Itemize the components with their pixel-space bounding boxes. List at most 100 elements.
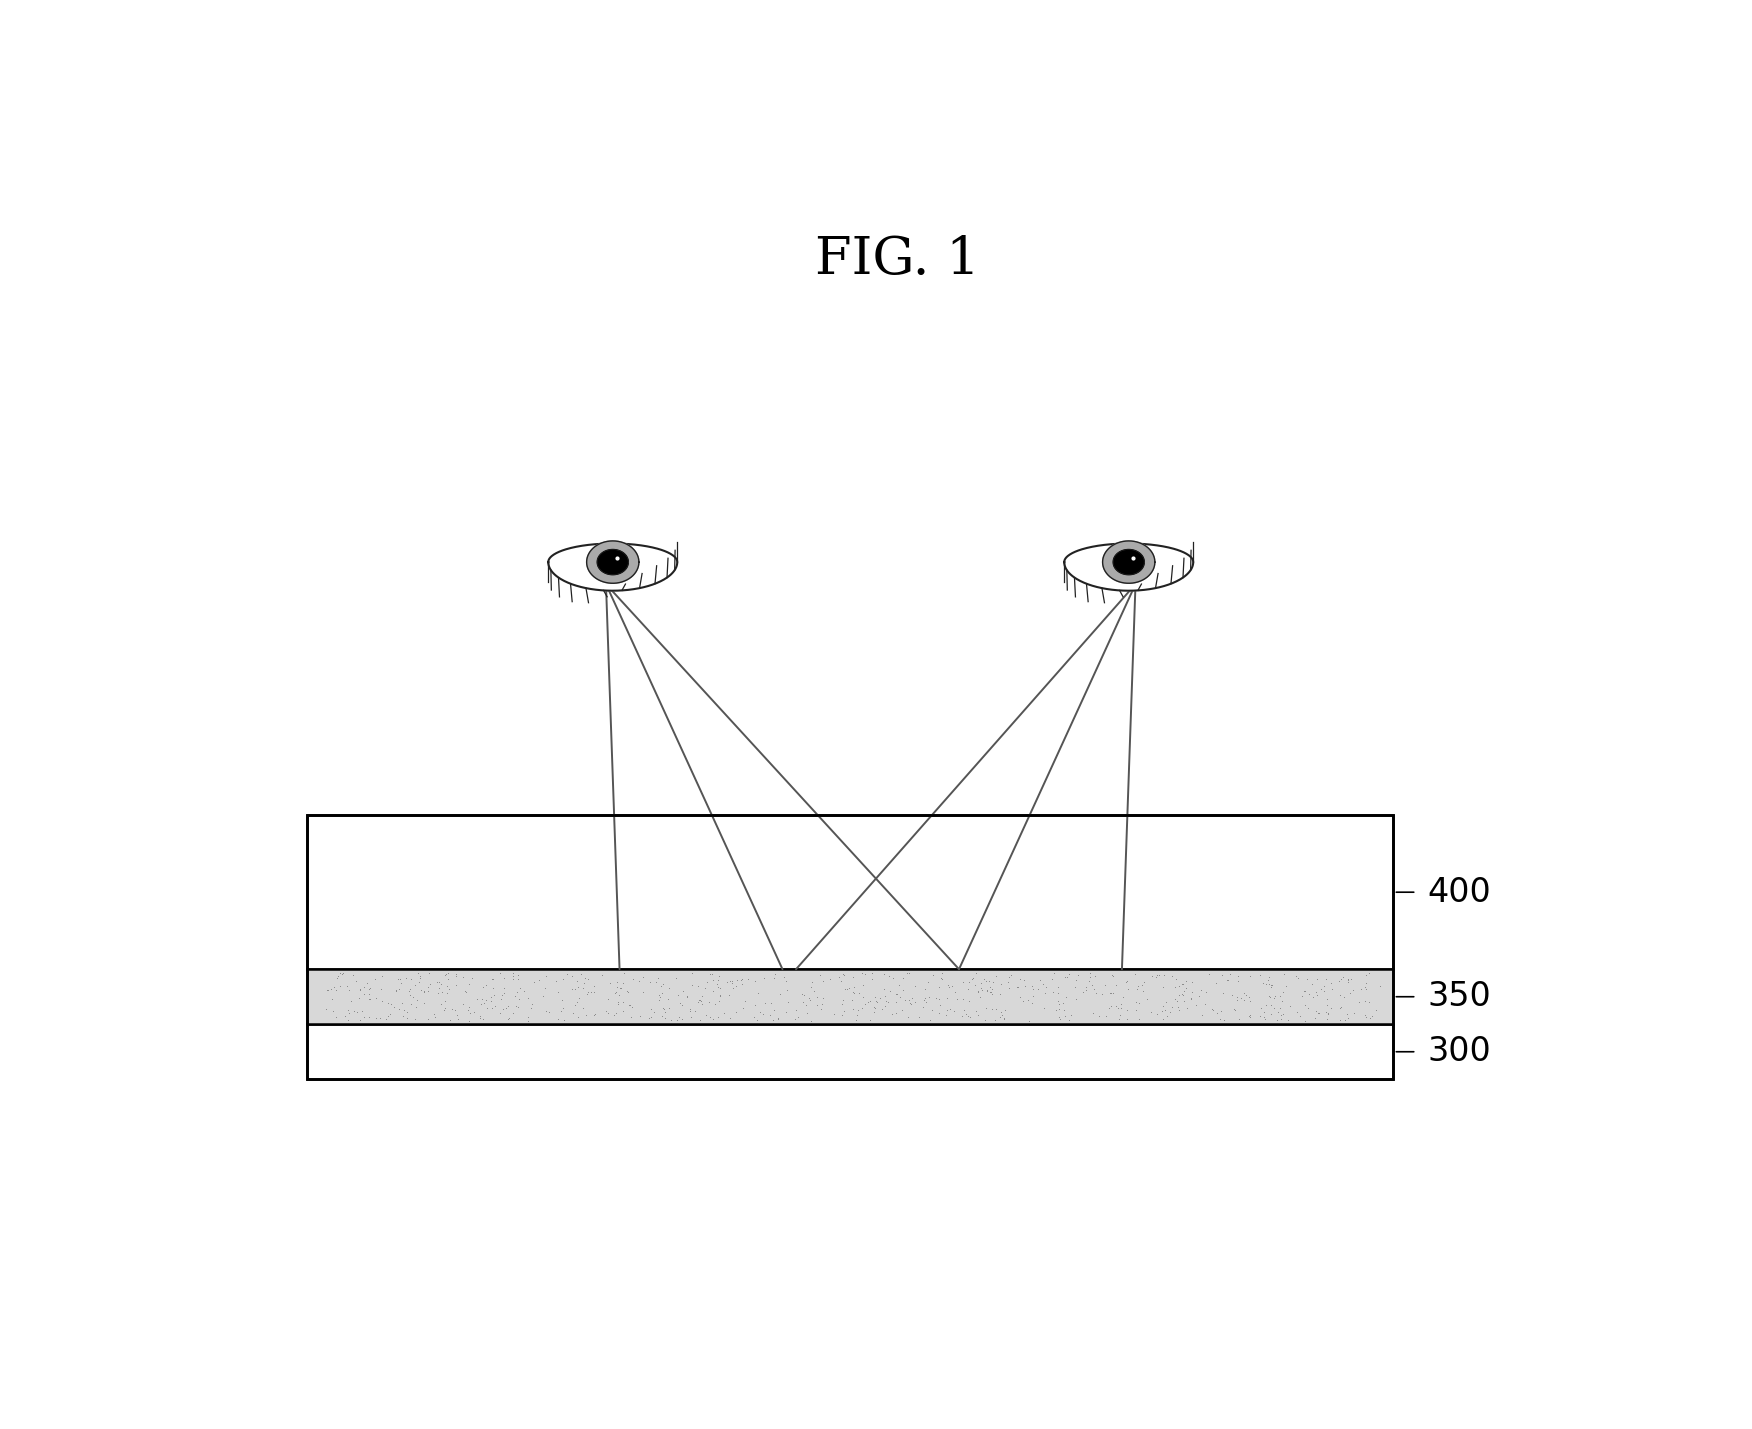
Point [848,962,876,985]
Point [604,990,632,1013]
Point [848,997,876,1020]
Point [1260,996,1288,1019]
Point [692,977,720,1000]
Point [668,993,696,1016]
Point [596,972,624,995]
Point [976,976,1004,999]
Point [958,967,986,990]
Point [413,980,442,1003]
Point [1235,1005,1263,1027]
Point [830,999,858,1022]
Point [1340,1002,1368,1025]
Point [653,987,682,1010]
Point [326,975,354,997]
Point [531,965,559,987]
Point [1121,990,1149,1013]
Point [874,990,902,1013]
Point [1106,1007,1134,1030]
Point [322,966,350,989]
Point [1251,1007,1279,1030]
Text: FIG. 1: FIG. 1 [815,234,981,284]
Point [745,982,773,1005]
Point [643,970,671,993]
Point [526,969,554,992]
Point [1351,1003,1379,1026]
Point [1084,1005,1113,1027]
Point [1314,1002,1342,1025]
Point [406,979,434,1002]
Point [1113,969,1141,992]
Point [433,975,461,997]
Point [1076,962,1104,985]
Point [1282,1000,1310,1023]
Point [1055,1009,1083,1032]
Point [894,962,922,985]
Point [491,967,519,990]
Bar [307,815,1393,1079]
Point [403,989,431,1012]
Point [491,976,519,999]
Point [1063,963,1091,986]
Point [1337,982,1365,1005]
Point [1151,999,1179,1022]
Point [950,999,978,1022]
Point [1177,970,1205,993]
Point [792,993,820,1016]
Point [371,1007,399,1030]
Point [373,992,401,1015]
Point [415,962,443,985]
Point [606,983,634,1006]
Point [470,976,498,999]
Point [843,1003,871,1026]
Point [480,983,508,1006]
Point [876,980,904,1003]
Point [380,996,408,1019]
Point [468,987,496,1010]
Point [1325,969,1353,992]
Point [1081,965,1109,987]
Point [1303,983,1332,1006]
Point [1172,976,1200,999]
Point [1044,990,1072,1013]
Point [722,975,750,997]
Point [741,993,769,1016]
Point [1172,970,1200,993]
Point [1083,982,1111,1005]
Point [809,969,837,992]
Point [964,980,992,1003]
Point [1006,967,1034,990]
Point [934,973,962,996]
Point [399,986,427,1009]
Point [837,989,865,1012]
Point [580,980,608,1003]
Polygon shape [597,550,629,574]
Point [958,967,986,990]
Point [1204,1002,1232,1025]
Point [413,976,442,999]
Point [1214,969,1242,992]
Point [687,1009,715,1032]
Point [1254,972,1282,995]
Point [548,997,576,1020]
Point [1030,997,1058,1020]
Point [550,1009,578,1032]
Point [1328,967,1356,990]
Point [773,1000,801,1023]
Point [403,962,431,985]
Point [834,977,862,1000]
Point [781,1007,809,1030]
Point [718,976,746,999]
Point [396,980,424,1003]
Point [1123,975,1151,997]
Point [1104,996,1132,1019]
Text: 300: 300 [1428,1035,1491,1069]
Point [442,965,470,987]
Point [766,982,794,1005]
Point [487,962,515,985]
Point [1356,990,1384,1013]
Point [1174,996,1202,1019]
Point [986,1006,1014,1029]
Point [687,989,715,1012]
Point [1191,980,1219,1003]
Point [943,987,971,1010]
